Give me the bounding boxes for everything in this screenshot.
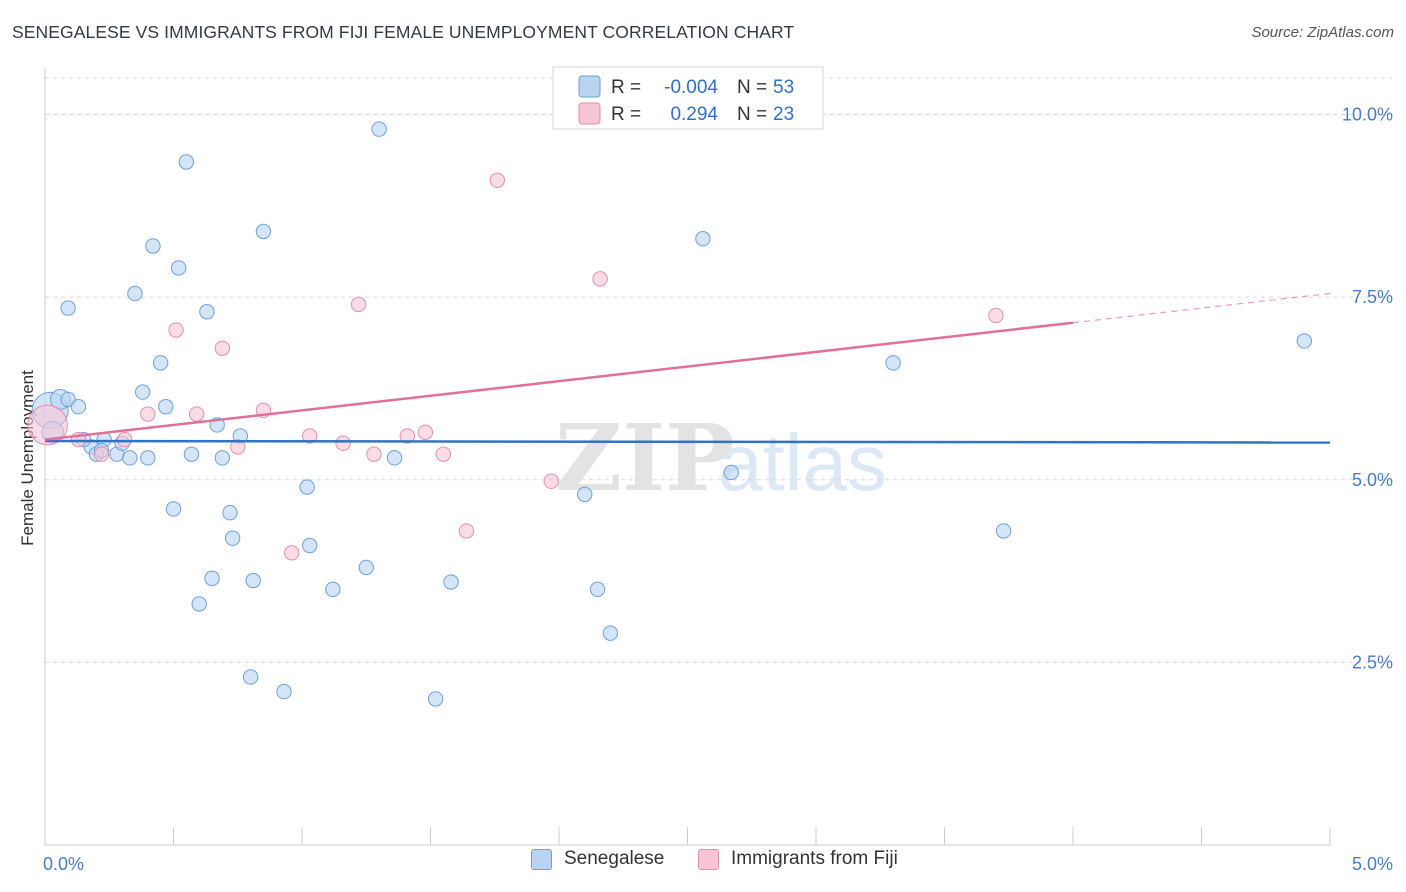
- watermark: ZIP atlas: [555, 404, 887, 512]
- source-credit: Source: ZipAtlas.com: [1251, 24, 1394, 41]
- senegalese-point: [885, 355, 901, 371]
- fiji-point: [458, 523, 475, 539]
- senegalese-trend-line: [44, 439, 1331, 444]
- senegalese-point: [358, 559, 374, 576]
- fiji-trend-extension: [1072, 292, 1331, 324]
- senegalese-point: [995, 523, 1012, 539]
- x-tick-label-min: 0.0%: [43, 854, 84, 874]
- n-value-senegalese: 53: [773, 77, 794, 98]
- r-label-fiji: R =: [611, 104, 641, 125]
- senegalese-point: [325, 581, 341, 598]
- fiji-point: [988, 307, 1004, 324]
- axes: [44, 68, 1331, 846]
- senegalese-point: [589, 581, 606, 598]
- senegalese-point: [158, 399, 174, 415]
- fiji-point: [543, 473, 559, 489]
- senegalese-point: [183, 446, 200, 462]
- senegalese-point: [178, 154, 195, 170]
- fiji-point: [188, 406, 205, 422]
- stats-legend: R = -0.004 N = 53 R = 0.294 N = 23: [552, 66, 824, 130]
- senegalese-point: [127, 285, 143, 302]
- senegalese-point: [204, 570, 220, 587]
- fiji-point: [335, 435, 351, 451]
- senegalese-point: [427, 691, 444, 707]
- senegalese-point: [134, 384, 151, 400]
- n-label-fiji: N =: [737, 104, 767, 125]
- senegalese-point: [723, 464, 739, 481]
- y-tick-label: 2.5%: [1352, 652, 1393, 672]
- bottom-legend: Senegalese Immigrants from Fiji: [0, 848, 1406, 880]
- senegalese-point: [577, 486, 593, 503]
- senegalese-point: [145, 238, 161, 254]
- senegalese-point: [191, 596, 207, 612]
- senegalese-point: [140, 450, 156, 466]
- legend-swatch-fiji: [698, 848, 719, 870]
- r-value-fiji: 0.294: [670, 104, 718, 125]
- senegalese-point: [170, 260, 187, 276]
- x-tick-label-max: 5.0%: [1352, 854, 1393, 874]
- legend-swatch-senegalese: [578, 75, 601, 98]
- r-value-senegalese: -0.004: [664, 77, 718, 98]
- fiji-point: [140, 406, 156, 422]
- fiji-point: [592, 271, 608, 287]
- senegalese-point: [60, 300, 76, 316]
- senegalese-point: [152, 355, 169, 371]
- senegalese-point: [386, 450, 403, 466]
- senegalese-point: [224, 530, 241, 546]
- fiji-point: [489, 172, 506, 188]
- tick-labels: 2.5% 5.0% 7.5% 10.0% 0.0% 5.0%: [43, 105, 1393, 874]
- senegalese-point: [122, 450, 138, 466]
- senegalese-point: [245, 572, 261, 589]
- senegalese-point: [371, 121, 387, 137]
- grid-lines: [45, 77, 1392, 663]
- fiji-point: [302, 428, 318, 444]
- watermark-atlas: atlas: [718, 418, 887, 507]
- legend-swatch-fiji: [578, 102, 601, 125]
- senegalese-point: [242, 669, 259, 685]
- legend-item-senegalese[interactable]: Senegalese: [531, 848, 664, 870]
- fiji-point: [417, 424, 434, 440]
- fiji-point: [399, 428, 416, 444]
- fiji-point: [168, 322, 184, 338]
- legend-label-fiji: Immigrants from Fiji: [731, 848, 898, 869]
- senegalese-point: [276, 683, 292, 700]
- fiji-point: [214, 340, 231, 356]
- senegalese-point: [255, 223, 272, 240]
- senegalese-point: [222, 504, 238, 521]
- senegalese-point: [1296, 333, 1313, 349]
- n-label-senegalese: N =: [737, 77, 767, 98]
- senegalese-point: [602, 625, 619, 641]
- senegalese-point: [70, 399, 87, 415]
- r-label-senegalese: R =: [611, 77, 641, 98]
- senegalese-point: [299, 479, 315, 495]
- trend-lines: [44, 292, 1331, 444]
- y-tick-label: 10.0%: [1342, 105, 1393, 125]
- senegalese-point: [302, 537, 318, 554]
- fiji-point: [284, 545, 300, 561]
- senegalese-point: [214, 450, 231, 466]
- fiji-point: [435, 446, 452, 462]
- legend-label-senegalese: Senegalese: [564, 848, 665, 869]
- senegalese-point: [165, 501, 182, 517]
- fiji-point: [116, 431, 133, 448]
- fiji-point: [350, 296, 367, 313]
- series-fiji-points: [27, 172, 1004, 561]
- fiji-point: [27, 404, 68, 446]
- y-tick-label: 5.0%: [1352, 470, 1393, 490]
- y-tick-label: 7.5%: [1352, 287, 1393, 307]
- chart-title: SENEGALESE VS IMMIGRANTS FROM FIJI FEMAL…: [12, 22, 795, 42]
- fiji-point: [366, 446, 382, 462]
- senegalese-point: [199, 304, 215, 320]
- fiji-point: [230, 439, 246, 455]
- senegalese-point: [695, 231, 711, 247]
- fiji-trend-line: [44, 321, 1074, 441]
- legend-item-fiji[interactable]: Immigrants from Fiji: [698, 848, 898, 870]
- legend-swatch-senegalese: [531, 848, 552, 870]
- fiji-point: [93, 446, 110, 462]
- senegalese-point: [443, 574, 459, 590]
- n-value-fiji: 23: [773, 104, 794, 125]
